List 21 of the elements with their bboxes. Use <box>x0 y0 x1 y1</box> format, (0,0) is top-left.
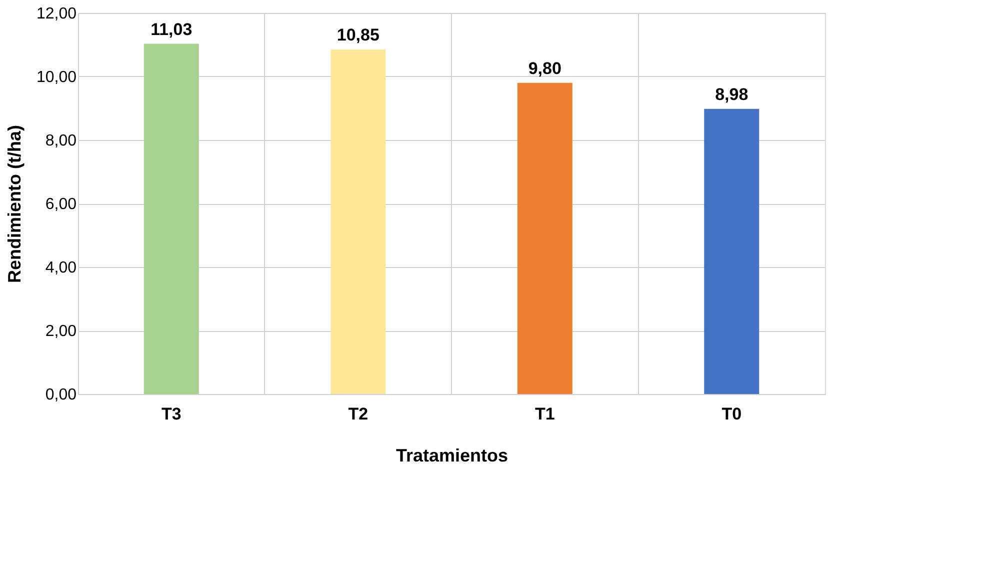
data-label: 9,80 <box>528 58 562 78</box>
y-tick-label: 0,00 <box>45 386 77 404</box>
y-tick-label: 10,00 <box>36 69 77 86</box>
bar <box>704 108 760 394</box>
x-tick-label: T3 <box>161 404 182 424</box>
x-tick-label: T1 <box>534 404 555 424</box>
y-tick-label: 2,00 <box>45 323 77 340</box>
data-label: 11,03 <box>150 20 192 39</box>
y-tick-label: 6,00 <box>45 196 77 213</box>
y-tick-label: 8,00 <box>45 132 77 150</box>
x-tick-label: T2 <box>348 404 368 424</box>
y-tick-label: 4,00 <box>45 260 77 276</box>
x-tick-label: T0 <box>722 404 742 424</box>
data-label: 10,85 <box>336 26 380 45</box>
bar <box>144 44 199 394</box>
x-axis-title: Tratamientos <box>396 446 508 466</box>
bar <box>517 82 572 394</box>
y-axis-title: Rendimiento (t/ha) <box>4 125 24 283</box>
data-label: 8,98 <box>715 84 748 104</box>
bar <box>330 50 386 394</box>
y-tick-label: 12,00 <box>36 6 77 22</box>
